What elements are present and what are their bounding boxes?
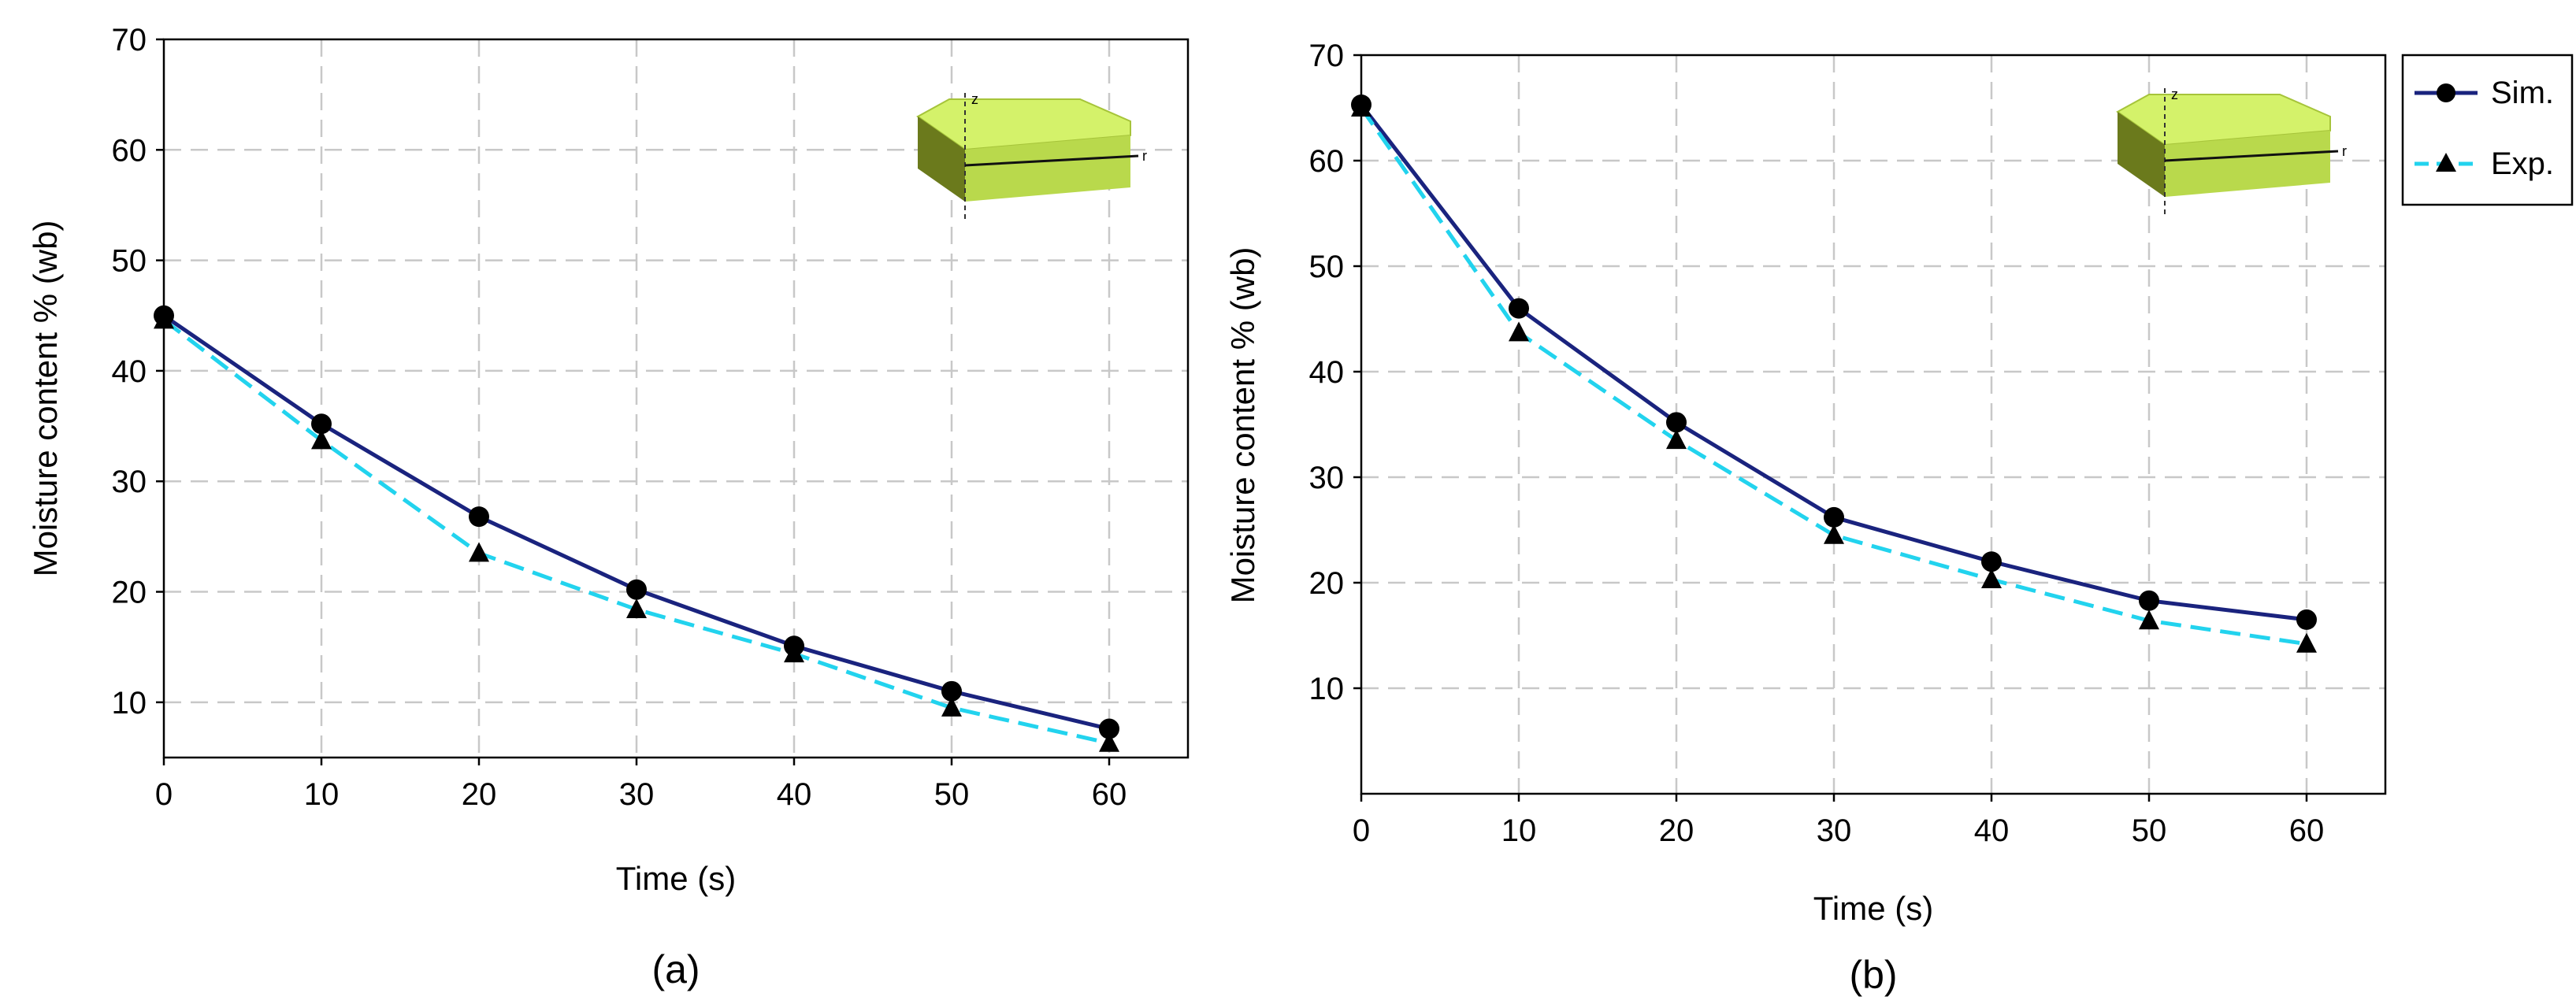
panel-b-series-sim-point	[1981, 551, 2002, 572]
panel-b-x-ticks: 0 10 20 30 40 50 60	[1353, 794, 2324, 848]
panel-a-x-tick-label: 50	[934, 777, 970, 812]
panel-a-series-sim-point	[941, 680, 962, 702]
panel-a-cylinder-sector-3d-icon: z r	[916, 91, 1147, 219]
panel-b-subfigure-label: (b)	[1849, 953, 1897, 997]
panel-b-series-exp-point	[1981, 568, 2002, 588]
panel-b-y-axis-label: Moisture content % (wb)	[1224, 247, 1261, 604]
svg-text:z: z	[2171, 87, 2178, 102]
panel-a-series-exp-point	[1099, 732, 1119, 752]
panel-a-y-tick-label: 10	[112, 686, 147, 721]
legend-exp-label: Exp.	[2491, 146, 2554, 181]
panel-b-plot-frame	[1360, 54, 2387, 795]
panel-b-cylinder-sector-3d-icon: z r	[2116, 87, 2347, 214]
panel-a-series-sim-point	[626, 579, 647, 600]
panel-b-series-exp-point	[2296, 632, 2317, 653]
panel-b-series-exp-point	[1509, 321, 1529, 342]
panel-a-y-tick-label: 50	[112, 244, 147, 279]
panel-a-subfigure-label: (a)	[651, 947, 700, 991]
panel-b-y-tick-label: 70	[1309, 39, 1345, 73]
panel-a-series-sim-point	[469, 506, 489, 528]
panel-a-x-tick-label: 0	[155, 777, 173, 812]
panel-a-y-tick-label: 20	[112, 576, 147, 610]
panel-b-y-tick-label: 60	[1309, 144, 1345, 179]
panel-a-series	[154, 305, 1119, 752]
panel-a-x-tick-label: 40	[777, 777, 812, 812]
panel-a-x-ticks: 0 10 20 30 40 50 60	[155, 758, 1127, 812]
panel-b-y-ticks: 10 20 30 40 50 60 70	[1309, 39, 1361, 706]
panel-a-series-exp-point	[469, 542, 489, 562]
panel-a-chart: 10 20 30 40 50 60 70 0 10 20 30 40 50 60 Time (s) Mo…	[27, 23, 1190, 991]
panel-b-x-axis-label: Time (s)	[1813, 890, 1933, 927]
legend: Sim. Exp.	[2401, 54, 2574, 206]
panel-a-y-tick-label: 60	[112, 133, 147, 168]
panel-a-y-tick-label: 40	[112, 354, 147, 389]
panel-a-series-exp-point	[311, 429, 332, 450]
panel-a-grid	[164, 39, 1188, 758]
panel-a-y-tick-label: 70	[112, 23, 147, 57]
panel-a-y-ticks: 10 20 30 40 50 60 70	[112, 23, 164, 721]
panel-b-series-exp-point	[1824, 524, 1844, 544]
legend-sim-marker	[2437, 83, 2455, 102]
panel-b-x-tick-label: 50	[2132, 813, 2167, 848]
panel-b-x-tick-label: 10	[1501, 813, 1537, 848]
panel-b-x-tick-label: 20	[1659, 813, 1694, 848]
panel-b-series-sim-point	[1824, 506, 1844, 528]
panel-a-y-tick-label: 30	[112, 465, 147, 499]
panel-b-x-tick-label: 30	[1817, 813, 1852, 848]
panel-a-plot-frame	[162, 38, 1190, 759]
panel-a-x-tick-label: 30	[619, 777, 655, 812]
panel-a-series-sim-point	[1099, 718, 1119, 739]
panel-a-series-exp-point	[784, 643, 804, 663]
panel-a-x-tick-label: 20	[462, 777, 497, 812]
panel-b-x-tick-label: 40	[1974, 813, 2010, 848]
panel-a-x-tick-label: 10	[304, 777, 340, 812]
panel-a-series-exp-point	[941, 696, 962, 717]
legend-box	[2401, 54, 2574, 206]
legend-sim-label: Sim.	[2491, 76, 2554, 110]
panel-b-chart: 10 20 30 40 50 60 70 0 10 20 30 40 50 60 Time (s) Mo…	[1224, 39, 2387, 997]
panel-b-y-tick-label: 40	[1309, 355, 1345, 390]
svg-text:r: r	[2342, 143, 2347, 159]
panel-a-series-exp-point	[626, 598, 647, 618]
panel-a-x-tick-label: 60	[1092, 777, 1127, 812]
svg-text:z: z	[971, 91, 978, 107]
panel-b-series-exp-point	[2139, 609, 2159, 630]
panel-b-series-sim-point	[2296, 609, 2317, 630]
panel-a-y-axis-label: Moisture content % (wb)	[27, 220, 64, 577]
panel-b-y-tick-label: 20	[1309, 566, 1345, 601]
panel-b-x-tick-label: 60	[2289, 813, 2325, 848]
panel-b-y-tick-label: 10	[1309, 672, 1345, 706]
panel-b-series-sim-point	[1509, 298, 1529, 319]
panel-b-y-tick-label: 50	[1309, 250, 1345, 284]
panel-b-series-sim-point	[2139, 590, 2159, 611]
panel-a-x-axis-label: Time (s)	[616, 860, 736, 897]
svg-text:r: r	[1142, 148, 1147, 164]
panel-b-y-tick-label: 30	[1309, 461, 1345, 495]
panel-b-series-exp-point	[1666, 429, 1687, 450]
panel-b-series-sim-point	[1666, 412, 1687, 433]
legend-exp-marker	[2436, 153, 2456, 172]
panel-a-series-sim-point	[311, 413, 332, 435]
panel-b-x-tick-label: 0	[1353, 813, 1370, 848]
